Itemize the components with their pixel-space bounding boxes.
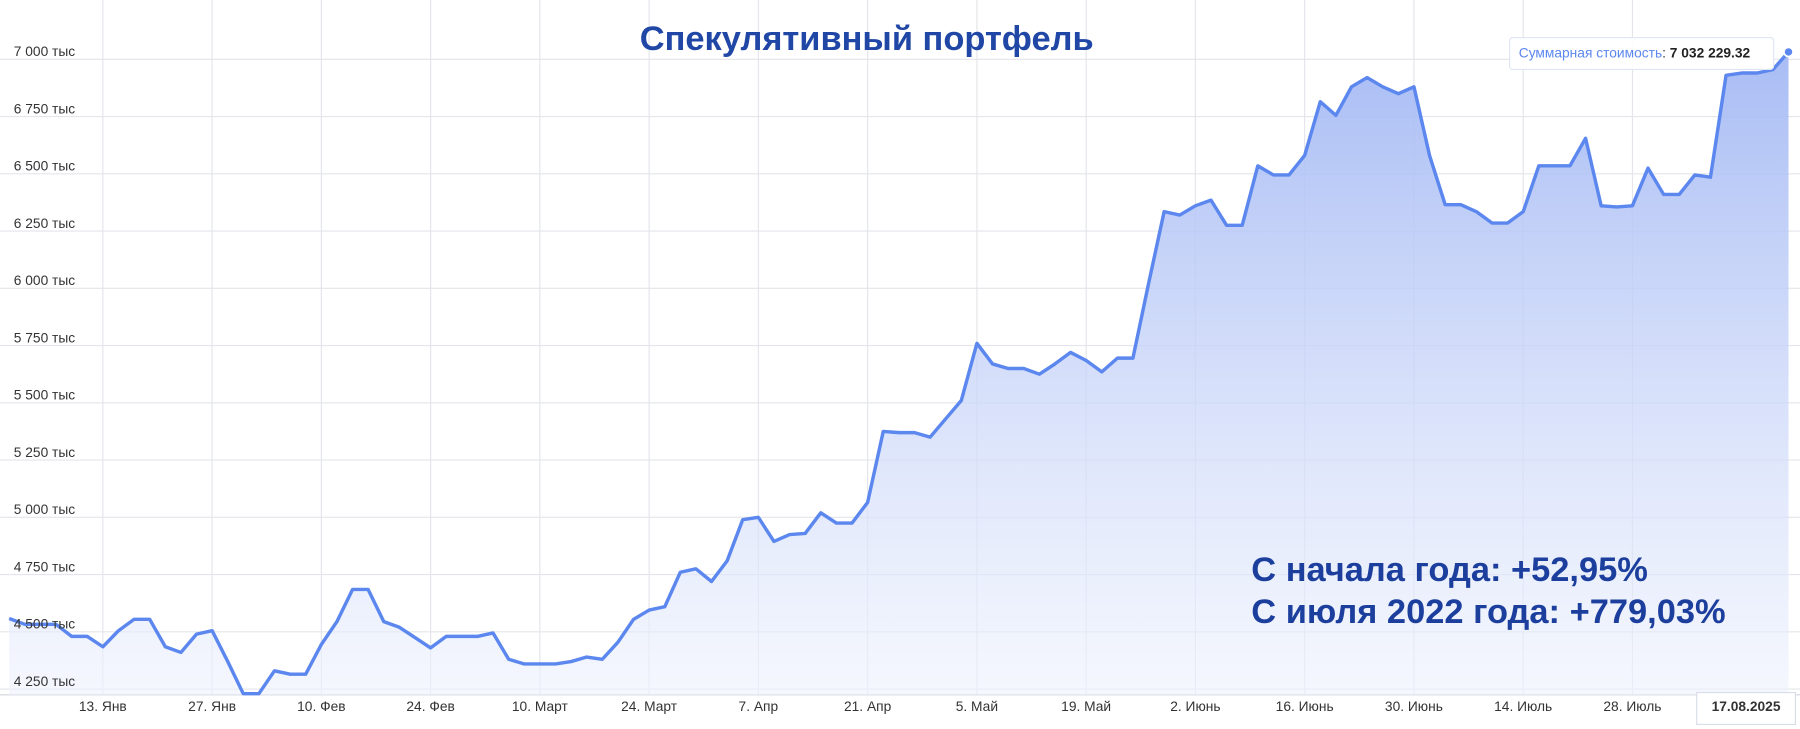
y-tick-label: 4 250 тыс: [14, 674, 76, 689]
x-tick-label: 27. Янв: [188, 699, 236, 714]
tooltip-value: 7 032 229.32: [1670, 45, 1751, 60]
x-label-box: [1696, 691, 1796, 726]
annotation: С начала года: +52,95%: [1251, 551, 1648, 589]
y-tick-label: 4 750 тыс: [14, 559, 76, 574]
x-tick-label: 10. Фев: [297, 699, 345, 714]
x-tick-label: 5. Май: [956, 699, 998, 714]
x-tick-label: 2. Июнь: [1170, 699, 1220, 714]
plot-area: [8, 46, 1794, 696]
labels: 4 250 тыс 4 500 тыс 4 750 тыс 5 000 тыс 5 25…: [14, 44, 1796, 726]
y-tick-label: 5 750 тыс: [14, 330, 76, 345]
y-tick-label: 5 500 тыс: [14, 388, 76, 403]
x-tick-label: 21. Апр: [844, 699, 892, 714]
x-tick-label: 24. Фев: [406, 699, 454, 714]
x-tick-label: 7. Апр: [739, 699, 779, 714]
x-tick-label: 13. Янв: [79, 699, 127, 714]
y-tick-label: 6 000 тыс: [14, 273, 76, 288]
tooltip-label: Суммарная стоимость: [1519, 45, 1662, 60]
tooltip-text: Суммарная стоимость: 7 032 229.32: [1519, 45, 1751, 60]
x-tick-label: 28. Июль: [1603, 699, 1661, 714]
y-tick-label: 6 500 тыс: [14, 159, 76, 174]
x-tick-label: 14. Июль: [1494, 699, 1552, 714]
chart-title: Спекулятивный портфель: [640, 20, 1094, 58]
x-tick-label: 30. Июнь: [1385, 699, 1443, 714]
point: [1783, 46, 1794, 58]
x-tick-label: 16. Июнь: [1276, 699, 1334, 714]
x-tick-label: 17.08.2025: [1712, 699, 1781, 714]
area: [9, 51, 1789, 695]
y-tick-label: 7 000 тыс: [14, 44, 76, 59]
x-tick-label: 10. Март: [512, 699, 569, 714]
x-tick-label: 24. Март: [621, 699, 678, 714]
x-tick-label: 19. Май: [1061, 699, 1111, 714]
y-tick-label: 5 000 тыс: [14, 502, 76, 517]
y-tick-label: 6 250 тыс: [14, 216, 76, 231]
line: [8, 50, 1790, 696]
annotation: С июля 2022 года: +779,03%: [1251, 593, 1725, 631]
tooltip-box: [1508, 37, 1775, 71]
tooltip: Суммарная стоимость: 7 032 229.32: [1508, 37, 1775, 71]
y-tick-label: 6 750 тыс: [14, 101, 76, 116]
y-tick-label: 4 500 тыс: [14, 617, 76, 632]
y-tick-label: 5 250 тыс: [14, 445, 76, 460]
